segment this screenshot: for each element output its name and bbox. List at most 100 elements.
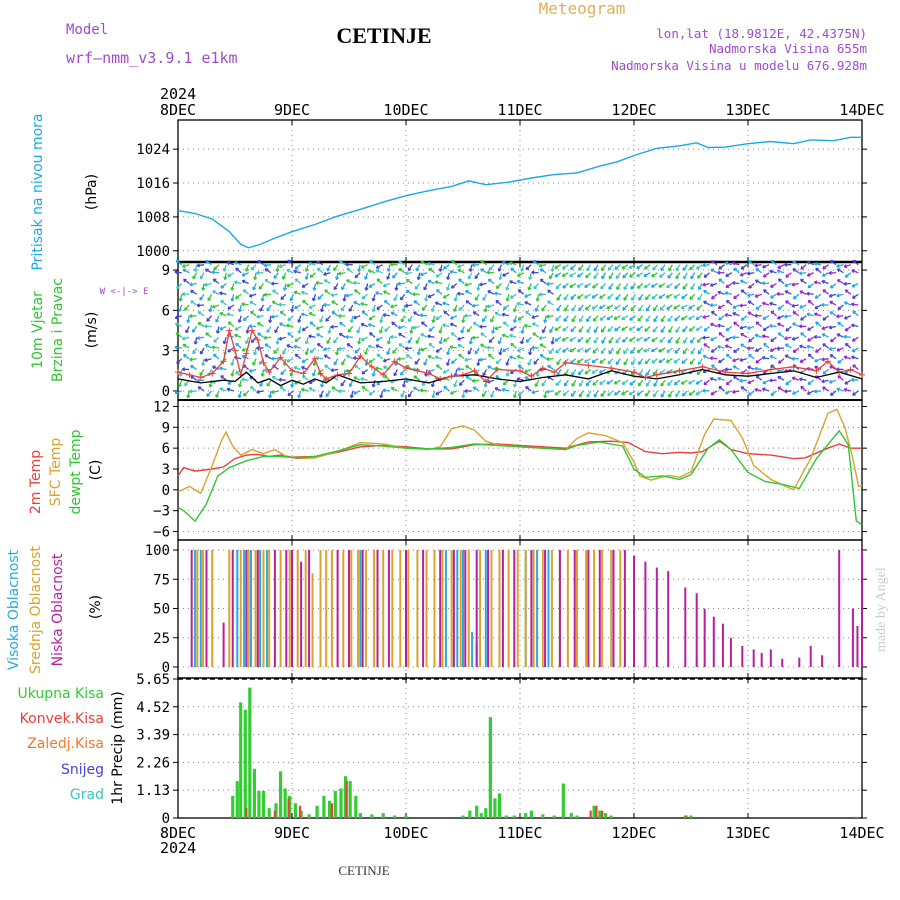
wind-arrow [340,379,346,387]
wind-arrow-head [718,266,723,270]
wind-arrow [479,358,487,361]
wind-arrow-head [688,392,693,396]
wind-arrow-head [227,305,232,310]
wind-arrow [777,322,785,328]
wind-arrow [718,358,725,364]
wind-arrow [732,365,740,371]
wind-arrow [178,379,183,387]
wind-arrow-head [746,293,751,298]
wind-arrow-head [517,392,522,397]
wind-arrow [256,315,264,318]
wind-arrow [828,347,837,350]
wind-arrow [223,337,227,345]
wind-arrow [836,293,844,297]
wind-arrow [814,304,822,310]
wind-arrow [792,336,800,341]
wind-arrow [364,347,369,355]
wind-arrow [376,379,383,386]
wind-arrow-head [376,278,381,283]
wind-arrow-head [630,285,634,290]
wind-arrow [681,379,688,385]
ytick-label: 25 [153,631,170,647]
wind-arrow-head [308,305,313,309]
wind-arrow [436,289,443,295]
wind-arrow-head [762,264,766,269]
wind-arrow [534,379,540,387]
wind-arrow [317,293,324,300]
wind-arrow [427,293,435,298]
wind-arrow [272,376,279,381]
wind-arrow [271,315,279,318]
wind-arrow [207,293,213,301]
wind-arrow-head [556,307,561,312]
top-tick-label: 8DEC [160,101,196,119]
wind-arrow [776,347,784,350]
wind-arrow [667,315,673,322]
wind-arrow-head [516,301,520,306]
wind-arrow [645,315,651,322]
wind-ylabel-1: 10m Vjetar [30,291,46,369]
wind-arrow [509,280,517,285]
wind-arrow [402,304,406,312]
wind-arrow [784,315,792,318]
wind-arrow-head [527,286,532,291]
wind-arrow-head [851,348,856,353]
wind-arrow [457,368,465,371]
wind-arrow [331,300,339,306]
wind-arrow [467,347,473,355]
wind-arrow [531,315,539,319]
cloud-bar-low_cloud [291,550,293,667]
wind-arrow [667,336,673,344]
wind-arrow [364,272,369,280]
wind-arrow-head [312,287,317,291]
ytick-label: 9 [162,420,170,436]
wind-arrow [312,369,317,377]
wind-arrow-head [525,339,530,343]
wind-arrow-head [219,311,223,316]
wind-arrow-head [413,311,417,316]
bottom-time-axis: 8DEC 9DEC 10DEC 11DEC 12DEC 13DEC 14DEC [160,824,885,842]
watermark: made by Angel [874,567,889,652]
wind-arrow-head [487,365,491,369]
wind-arrow-head [435,289,440,293]
wind-arrow-head [416,351,421,356]
wind-arrow-head [197,386,202,390]
wind-arrow-head [494,387,499,391]
wind-arrow-head [578,383,583,387]
wind-arrow-head [614,327,618,332]
wind-arrow-head [333,339,337,344]
wind-arrow-head [548,275,553,280]
wind-arrow-head [294,353,299,358]
wind-arrow-head [268,394,273,399]
wind-arrow [549,272,554,279]
wind-arrow-head [547,300,551,305]
wind-arrow-head [541,329,546,334]
wind-arrow-head [196,335,201,341]
wind-arrow [623,347,629,355]
temp-ylabel-2m: 2m Temp [28,450,44,514]
wind-arrow [547,364,554,370]
wind-arrow [487,365,495,371]
wind-arrow [747,311,755,317]
wind-arrow [510,342,517,349]
wind-arrow [770,390,777,396]
wind-arrow-head [465,300,470,304]
wind-arrow-head [348,308,353,312]
wind-arrow [501,313,509,317]
wind-arrow [584,368,592,375]
wind-arrow-head [449,269,453,274]
wind-arrow-head [660,329,665,333]
wind-arrow-head [457,268,462,273]
ytick-label: 6 [162,441,170,457]
wind-arrow [830,259,837,266]
wind-arrow [372,369,376,377]
wind-arrow-head [814,295,819,299]
wind-arrow [494,387,502,392]
wind-arrow [807,379,815,385]
wind-arrow [234,281,242,285]
wind-arrow [837,321,844,327]
wind-arrow [234,334,242,338]
wind-arrow [249,293,257,298]
wind-arrow [630,347,636,354]
wind-arrow-head [443,385,448,390]
